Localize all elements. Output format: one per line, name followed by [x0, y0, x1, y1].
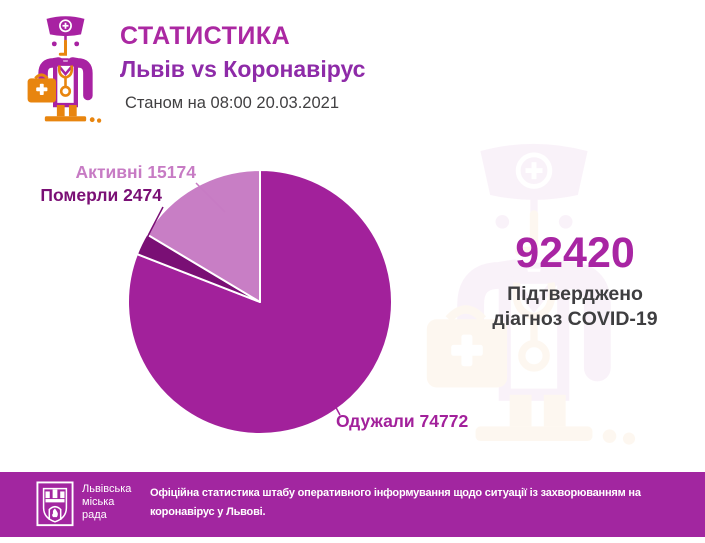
- leader-line-died: [145, 206, 164, 241]
- footer-bar: Львівська міська рада Офіційна статистик…: [0, 472, 705, 537]
- leader-line-recovered: [332, 401, 341, 416]
- total-confirmed-value: 92420: [515, 229, 635, 277]
- pie-slice-Активні: [145, 169, 261, 303]
- footer-text: Офіційна статистика штабу оперативного і…: [150, 484, 641, 522]
- org-name-line2: міська: [82, 496, 115, 508]
- timestamp: Станом на 08:00 20.03.2021: [125, 94, 340, 112]
- pie-slices: [127, 169, 394, 435]
- total-confirmed-caption-line1: Підтверджено: [507, 283, 643, 306]
- page-title: СТАТИСТИКА: [120, 22, 291, 50]
- doctor-icon: [27, 16, 102, 123]
- lviv-crest-icon: [36, 481, 74, 527]
- org-name-line3: рада: [82, 509, 107, 521]
- total-confirmed-caption-line2: діагноз COVID-19: [492, 307, 658, 330]
- label-active: Активні 15174: [75, 162, 196, 182]
- org-name-line1: Львівська: [82, 483, 132, 495]
- page-subtitle: Львів vs Коронавірус: [120, 56, 366, 82]
- label-recovered: Одужали 74772: [336, 411, 469, 431]
- summary-block: 92420 Підтверджено діагноз COVID-19: [450, 229, 700, 331]
- doctor-logo-icon: [18, 12, 113, 124]
- org-name: Львівська міська рада: [82, 483, 131, 522]
- footer-text-line1: Офіційна статистика штабу оперативного і…: [150, 487, 641, 499]
- leader-line-active: [195, 182, 226, 213]
- footer-text-line2: коронавірус у Львові.: [150, 506, 266, 518]
- pie-chart: [20, 155, 480, 447]
- label-died: Померли 2474: [40, 185, 162, 205]
